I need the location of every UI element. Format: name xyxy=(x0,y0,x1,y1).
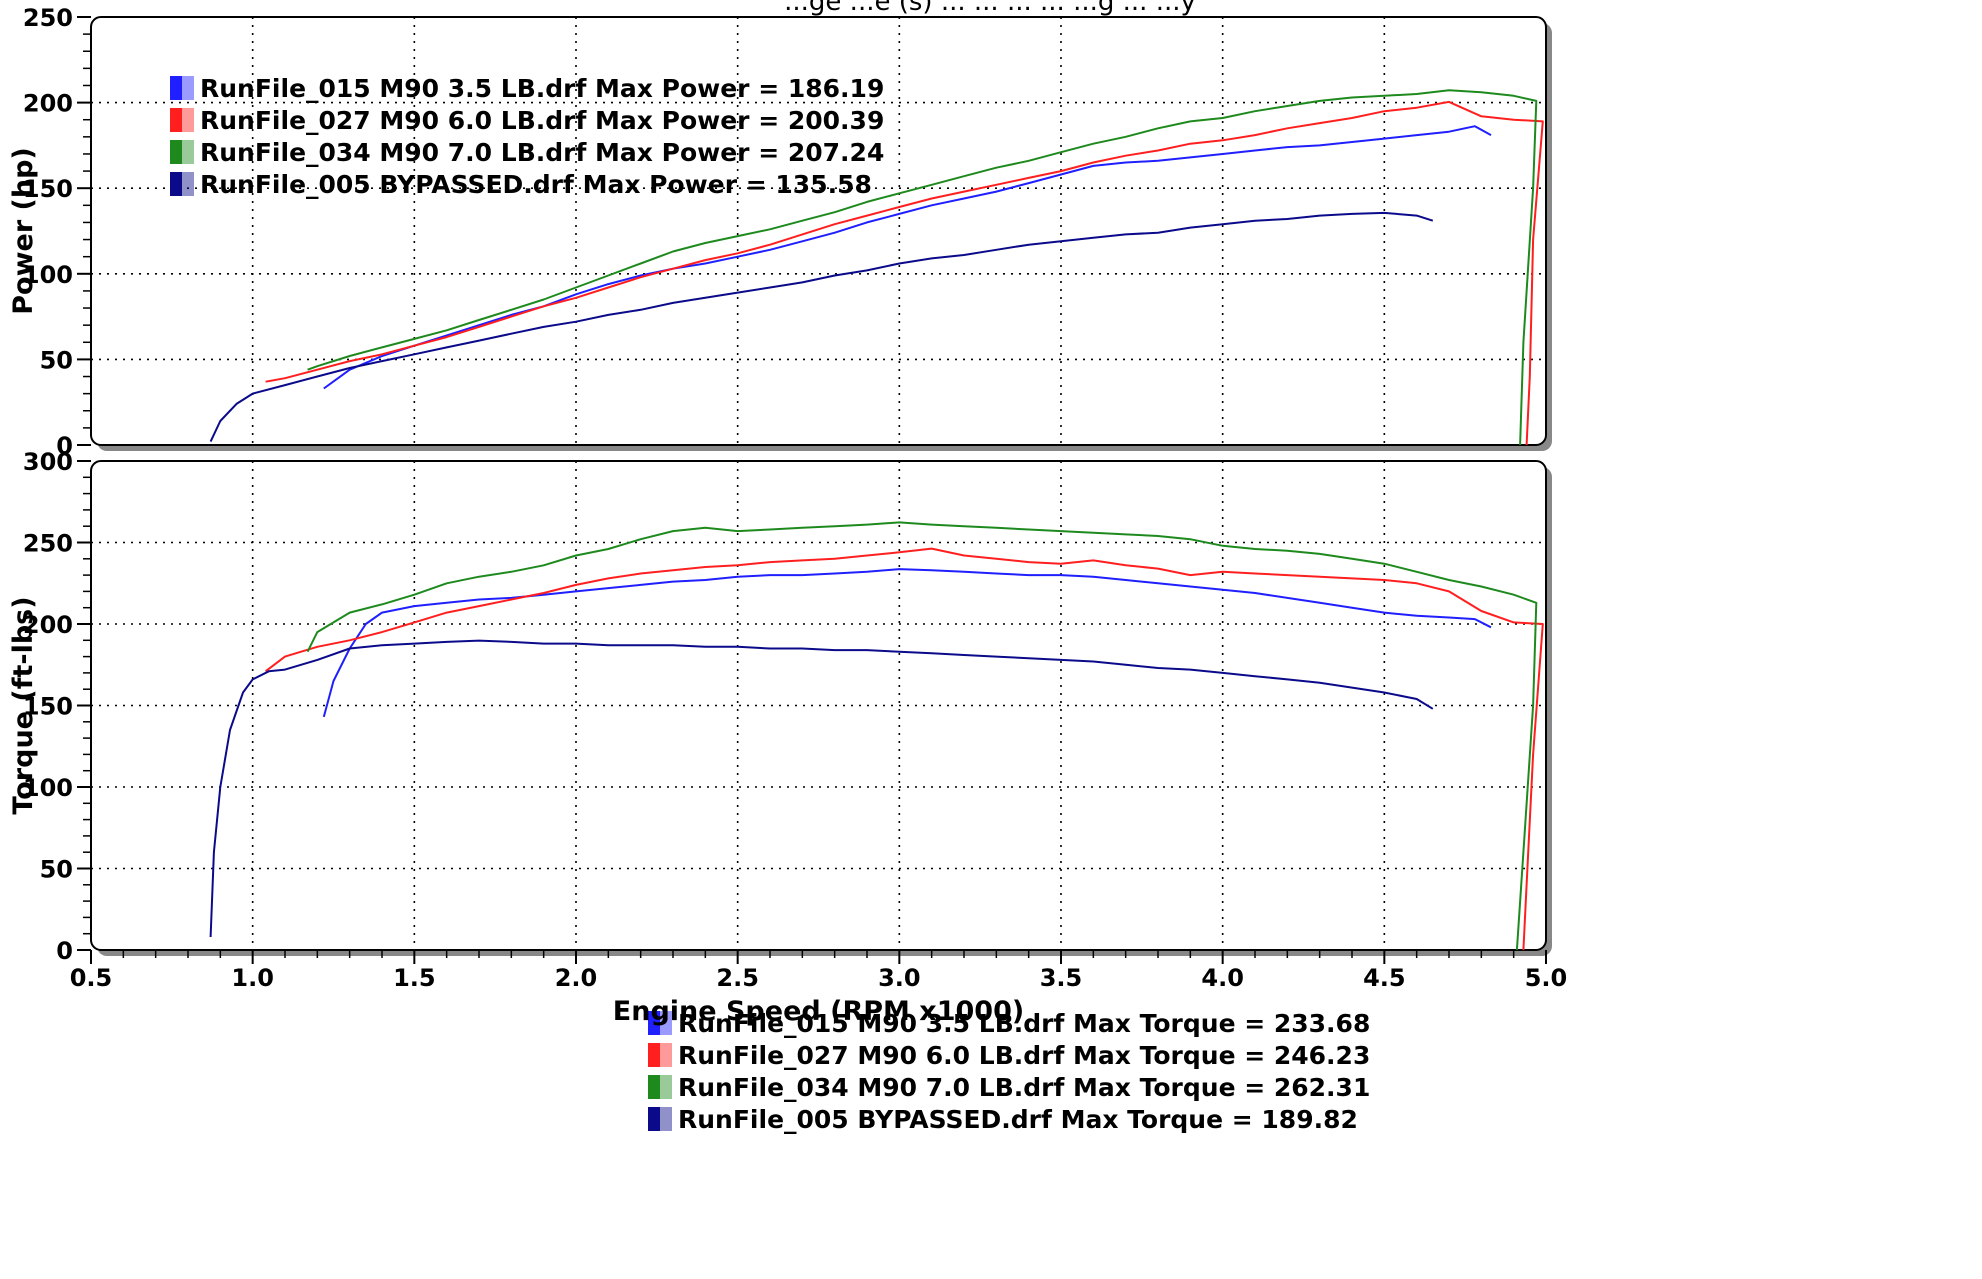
power-y-axis-title: Power (hp) xyxy=(8,147,39,315)
x-tick-label: 3.0 xyxy=(878,964,921,992)
legend-swatch xyxy=(170,172,194,196)
chart-title: ...ge ...e (s) ... ... ... ... ...g ... … xyxy=(784,0,1196,17)
x-tick-label: 0.5 xyxy=(70,964,113,992)
legend-swatch xyxy=(170,76,194,100)
y-tick-label: 0 xyxy=(56,432,73,460)
y-tick-label: 150 xyxy=(23,693,73,721)
x-tick-label: 1.0 xyxy=(231,964,274,992)
torque-ticks: 0 50 100 150 200 250 300 0.5 1.0 1.5 2.0 2.5 3.0 3.5 4… xyxy=(23,448,1567,992)
torque-series xyxy=(209,521,1544,951)
torque-panel: 0 50 100 150 200 250 300 0.5 1.0 1.5 2.0 2.5 3.0 3.5 4… xyxy=(8,448,1567,1134)
series-line-runfile-027 xyxy=(264,547,1544,951)
legend-swatch xyxy=(648,1075,672,1099)
legend-swatch xyxy=(648,1011,672,1035)
y-tick-label: 200 xyxy=(23,90,73,118)
legend-entry: RunFile_034 M90 7.0 LB.drf Max Torque = … xyxy=(678,1073,1370,1102)
torque-panel-frame xyxy=(90,460,1547,951)
legend-swatch xyxy=(170,140,194,164)
series-line-runfile-034 xyxy=(307,89,1538,446)
power-legend: RunFile_015 M90 3.5 LB.drf Max Power = 1… xyxy=(170,74,884,199)
series-line-runfile-005 xyxy=(209,639,1434,938)
y-tick-label: 50 xyxy=(40,856,73,884)
y-tick-label: 50 xyxy=(40,346,73,374)
y-tick-label: 300 xyxy=(23,448,73,476)
series-line-runfile-005 xyxy=(209,211,1434,443)
x-tick-label: 2.5 xyxy=(716,964,759,992)
legend-entry: RunFile_027 M90 6.0 LB.drf Max Torque = … xyxy=(678,1041,1370,1070)
power-series xyxy=(209,89,1544,446)
legend-swatch xyxy=(648,1043,672,1067)
legend-entry: RunFile_015 M90 3.5 LB.drf Max Torque = … xyxy=(678,1009,1370,1038)
y-tick-label: 200 xyxy=(23,611,73,639)
legend-swatch xyxy=(648,1107,672,1131)
series-line-runfile-027 xyxy=(265,100,1544,446)
torque-y-axis-title: Torque (ft-lbs) xyxy=(8,596,39,814)
legend-entry: RunFile_034 M90 7.0 LB.drf Max Power = 2… xyxy=(200,138,884,167)
y-tick-label: 100 xyxy=(23,774,73,802)
legend-entry: RunFile_005 BYPASSED.drf Max Torque = 18… xyxy=(678,1105,1358,1134)
series-line-runfile-015 xyxy=(322,568,1492,718)
x-axis-title: Engine Speed (RPM x1000) xyxy=(613,996,1024,1027)
legend-entry: RunFile_015 M90 3.5 LB.drf Max Power = 1… xyxy=(200,74,884,103)
legend-entry: RunFile_005 BYPASSED.drf Max Power = 135… xyxy=(200,170,872,199)
series-line-runfile-034 xyxy=(306,521,1538,951)
series-line-runfile-015 xyxy=(323,125,1492,390)
y-tick-label: 0 xyxy=(56,937,73,965)
y-tick-label: 150 xyxy=(23,175,73,203)
power-ticks: 0 50 100 150 200 250 xyxy=(23,4,91,460)
torque-grid xyxy=(91,461,1546,950)
x-tick-label: 4.5 xyxy=(1363,964,1406,992)
torque-legend: RunFile_015 M90 3.5 LB.drf Max Torque = … xyxy=(648,1009,1370,1134)
y-tick-label: 100 xyxy=(23,261,73,289)
y-tick-label: 250 xyxy=(23,4,73,32)
x-tick-label: 2.0 xyxy=(555,964,598,992)
x-tick-label: 1.5 xyxy=(393,964,436,992)
x-tick-label: 5.0 xyxy=(1525,964,1568,992)
x-tick-label: 3.5 xyxy=(1040,964,1083,992)
legend-swatch xyxy=(170,108,194,132)
x-tick-label: 4.0 xyxy=(1201,964,1244,992)
power-panel: 0 50 100 150 200 250 RunFile_015 M90 3.5 LB.d… xyxy=(8,4,1552,460)
legend-entry: RunFile_027 M90 6.0 LB.drf Max Power = 2… xyxy=(200,106,884,135)
y-tick-label: 250 xyxy=(23,530,73,558)
